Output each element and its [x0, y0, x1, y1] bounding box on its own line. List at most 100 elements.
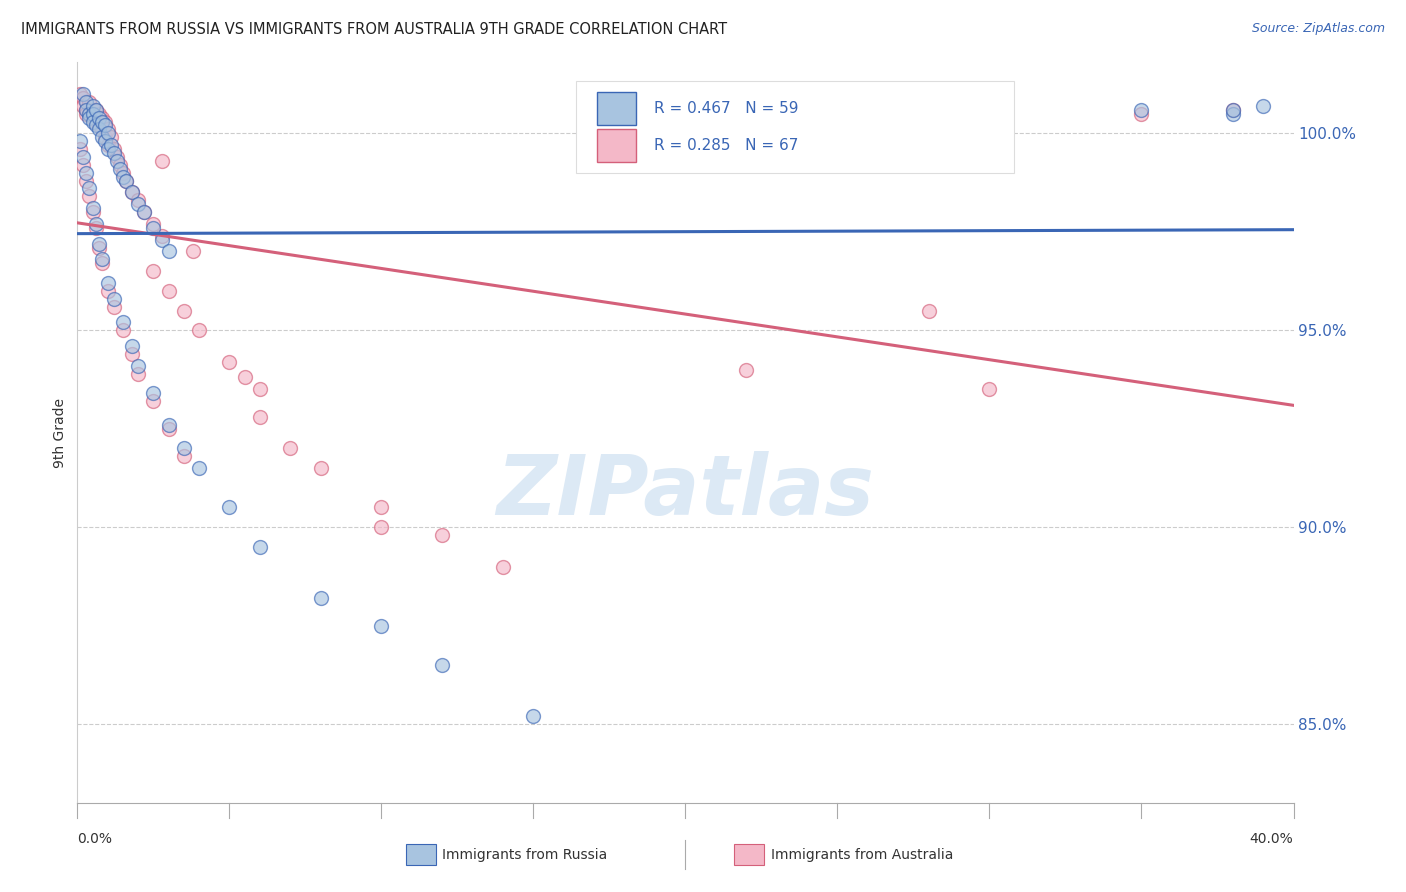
- Text: IMMIGRANTS FROM RUSSIA VS IMMIGRANTS FROM AUSTRALIA 9TH GRADE CORRELATION CHART: IMMIGRANTS FROM RUSSIA VS IMMIGRANTS FRO…: [21, 22, 727, 37]
- Point: [1222, 103, 1244, 117]
- Point: [918, 303, 941, 318]
- Text: R = 0.467   N = 59: R = 0.467 N = 59: [654, 101, 799, 116]
- Point: [75, 103, 97, 117]
- Point: [79, 111, 101, 125]
- Point: [370, 520, 392, 534]
- Point: [111, 315, 134, 329]
- Point: [1222, 106, 1244, 120]
- Point: [82, 111, 104, 125]
- Point: [87, 111, 110, 125]
- Point: [1222, 103, 1244, 117]
- Point: [115, 173, 138, 187]
- Point: [173, 449, 195, 463]
- Point: [90, 130, 112, 145]
- Point: [735, 362, 758, 376]
- Point: [127, 197, 149, 211]
- Point: [82, 99, 104, 113]
- Point: [249, 540, 271, 554]
- Point: [69, 87, 91, 101]
- Point: [72, 150, 94, 164]
- FancyBboxPatch shape: [576, 81, 1014, 173]
- Point: [93, 119, 115, 133]
- Point: [87, 122, 110, 136]
- Point: [249, 409, 271, 424]
- Y-axis label: 9th Grade: 9th Grade: [53, 398, 67, 467]
- Point: [105, 153, 128, 168]
- Point: [249, 382, 271, 396]
- Point: [108, 161, 131, 176]
- Point: [87, 236, 110, 251]
- Point: [181, 244, 204, 259]
- Point: [82, 103, 104, 117]
- Point: [1130, 106, 1153, 120]
- Point: [979, 111, 1001, 125]
- Point: [152, 233, 174, 247]
- Point: [492, 559, 515, 574]
- Point: [522, 709, 544, 723]
- Point: [1251, 99, 1274, 113]
- Point: [97, 122, 120, 136]
- Point: [79, 189, 101, 203]
- Point: [127, 359, 149, 373]
- Point: [72, 99, 94, 113]
- Text: Immigrants from Australia: Immigrants from Australia: [770, 847, 953, 862]
- Point: [142, 217, 165, 231]
- Point: [84, 114, 107, 128]
- Point: [90, 256, 112, 270]
- Point: [97, 142, 120, 156]
- Point: [735, 106, 758, 120]
- Point: [93, 130, 115, 145]
- Point: [69, 142, 91, 156]
- FancyBboxPatch shape: [596, 129, 636, 162]
- Point: [111, 169, 134, 184]
- Point: [82, 205, 104, 219]
- Point: [188, 323, 211, 337]
- Point: [100, 138, 122, 153]
- Point: [103, 292, 125, 306]
- Point: [430, 657, 453, 672]
- Point: [72, 87, 94, 101]
- Point: [152, 153, 174, 168]
- Point: [90, 252, 112, 267]
- Point: [979, 382, 1001, 396]
- Point: [103, 300, 125, 314]
- Point: [309, 591, 332, 605]
- Point: [100, 130, 122, 145]
- Point: [134, 205, 156, 219]
- Point: [152, 228, 174, 243]
- Point: [90, 122, 112, 136]
- Point: [370, 618, 392, 632]
- Point: [370, 500, 392, 515]
- Point: [173, 442, 195, 456]
- Point: [90, 111, 112, 125]
- Point: [84, 220, 107, 235]
- Point: [79, 95, 101, 109]
- Point: [105, 150, 128, 164]
- Point: [157, 417, 180, 432]
- Point: [87, 106, 110, 120]
- Point: [121, 339, 143, 353]
- Point: [134, 205, 156, 219]
- Point: [142, 220, 165, 235]
- Point: [79, 106, 101, 120]
- Point: [233, 370, 256, 384]
- Point: [97, 138, 120, 153]
- Point: [103, 142, 125, 156]
- Point: [82, 114, 104, 128]
- Text: 40.0%: 40.0%: [1250, 832, 1294, 847]
- Point: [84, 119, 107, 133]
- Point: [79, 181, 101, 195]
- Point: [142, 386, 165, 401]
- Point: [430, 528, 453, 542]
- Point: [121, 186, 143, 200]
- Point: [173, 303, 195, 318]
- Point: [93, 134, 115, 148]
- FancyBboxPatch shape: [596, 92, 636, 126]
- Point: [97, 126, 120, 140]
- Point: [157, 422, 180, 436]
- Point: [72, 91, 94, 105]
- Point: [127, 194, 149, 208]
- Point: [75, 173, 97, 187]
- Point: [84, 103, 107, 117]
- Point: [97, 276, 120, 290]
